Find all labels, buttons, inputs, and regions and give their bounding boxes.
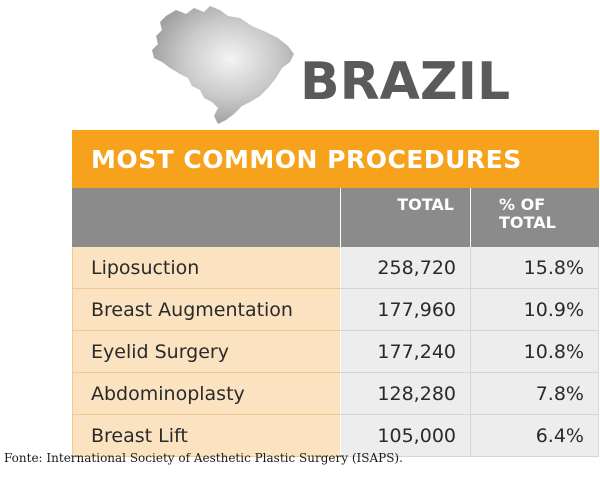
source-note: Fonte: International Society of Aestheti… <box>4 451 403 465</box>
table-row: Breast Lift 105,000 6.4% <box>72 414 599 457</box>
brazil-map-shape <box>152 6 294 124</box>
table-row: Abdominoplasty 128,280 7.8% <box>72 372 599 415</box>
table-row: Breast Augmentation 177,960 10.9% <box>72 288 599 331</box>
column-header-pct-line-2: TOTAL <box>499 213 556 232</box>
procedure-total: 177,240 <box>340 330 471 373</box>
procedure-pct: 6.4% <box>470 414 599 457</box>
procedure-total: 105,000 <box>340 414 471 457</box>
procedure-total: 177,960 <box>340 288 471 331</box>
procedure-pct: 10.8% <box>470 330 599 373</box>
procedure-name: Abdominoplasty <box>72 372 341 415</box>
procedure-pct: 10.9% <box>470 288 599 331</box>
procedure-name: Liposuction <box>72 247 341 289</box>
column-header-total-line: TOTAL <box>397 195 454 214</box>
procedures-table-wrap: MOST COMMON PROCEDURES TOTAL % OF TOTAL … <box>72 130 599 457</box>
table-row: Eyelid Surgery 177,240 10.8% <box>72 330 599 373</box>
brazil-map-icon <box>152 6 294 124</box>
column-header-pct-line-1: % OF <box>499 195 546 214</box>
procedure-name: Eyelid Surgery <box>72 330 341 373</box>
procedure-total: 258,720 <box>340 247 471 289</box>
procedure-pct: 7.8% <box>470 372 599 415</box>
country-title: BRAZIL <box>300 52 511 112</box>
procedure-name: Breast Augmentation <box>72 288 341 331</box>
column-header-pct: % OF TOTAL <box>470 188 599 247</box>
procedures-table: MOST COMMON PROCEDURES TOTAL % OF TOTAL … <box>72 130 599 457</box>
table-title: MOST COMMON PROCEDURES <box>72 130 599 188</box>
table-body: Liposuction 258,720 15.8% Breast Augmentati… <box>72 247 599 457</box>
table-row: Liposuction 258,720 15.8% <box>72 247 599 289</box>
column-header-procedure <box>72 188 341 247</box>
column-header-total: TOTAL <box>340 188 471 247</box>
procedure-pct: 15.8% <box>470 247 599 289</box>
column-header-row: TOTAL % OF TOTAL <box>72 188 599 247</box>
procedure-total: 128,280 <box>340 372 471 415</box>
procedure-name: Breast Lift <box>72 414 341 457</box>
